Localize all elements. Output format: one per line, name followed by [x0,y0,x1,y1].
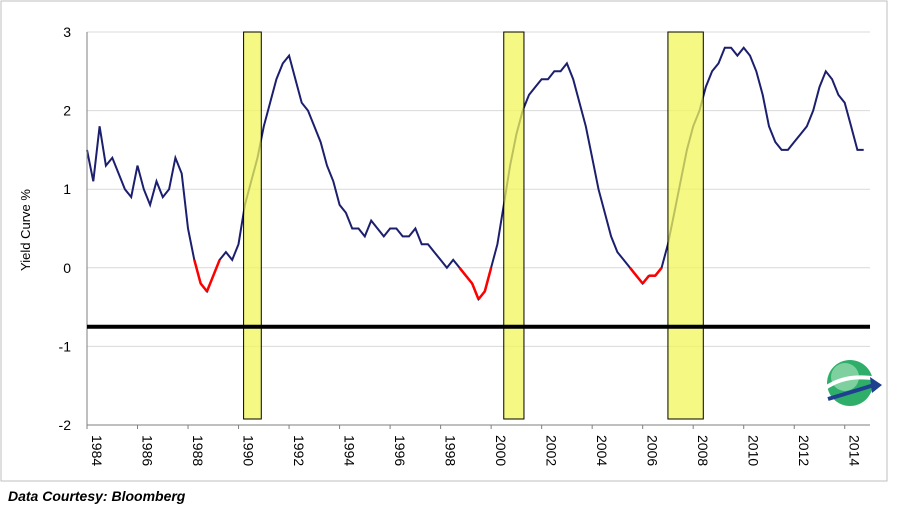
inverted-segment [635,274,644,285]
inverted-segment [458,267,467,277]
y-tick-label: 0 [63,260,71,276]
inverted-segment [212,259,221,277]
axes: 3 2 1 0 -1 -2 1984 1986 1988 1990 1992 1994 1996 1998… [59,24,870,466]
x-tick-label: 2010 [746,435,762,466]
x-tick-label: 2004 [594,435,610,466]
x-tick-label: 2002 [544,435,560,466]
y-tick-label: 2 [63,103,71,119]
x-tick-label: 2012 [796,435,812,466]
logo-arrow-icon [827,383,875,401]
x-tick-label: 2006 [645,435,661,466]
x-tick-label: 1994 [342,435,358,466]
inverted-segment [477,290,486,301]
x-tick-label: 1988 [190,435,206,466]
x-tick-label: 2008 [695,435,711,466]
inverted-segment [641,274,650,285]
inverted-segment [193,259,202,284]
logo [822,360,882,406]
y-axis-label: Yield Curve % [18,189,33,271]
inverted-segment [464,274,474,285]
x-tick-label: 1990 [241,435,257,466]
y-tick-label: -1 [59,338,72,354]
x-tick-label: 1986 [140,435,156,466]
inverted-segment [654,267,663,277]
x-tick-label: 1984 [89,435,105,466]
y-tick-label: 1 [63,181,71,197]
y-tick-label: -2 [59,417,72,433]
inverted-segment [199,282,208,293]
inverted-segment [483,267,493,292]
inverted-segment [471,283,480,300]
inverted-segment [629,267,638,277]
outer-border [0,0,888,482]
y-tick-label: 3 [63,24,71,40]
recession-band [667,31,704,420]
x-tick-label: 1998 [443,435,459,466]
series-layer [86,46,864,302]
x-tick-label: 1996 [392,435,408,466]
recession-band [503,31,525,420]
logo-swoosh [822,375,879,391]
recession-bands [243,31,704,420]
x-tick-label: 1992 [291,435,307,466]
inverted-segment [205,275,215,292]
recession-band [243,31,262,420]
x-tick-label: 2000 [493,435,509,466]
logo-arrow-head [870,377,882,393]
x-tick-label: 2014 [847,435,863,466]
data-credit: Data Courtesy: Bloomberg [8,488,186,504]
logo-globe-highlight [831,363,859,391]
